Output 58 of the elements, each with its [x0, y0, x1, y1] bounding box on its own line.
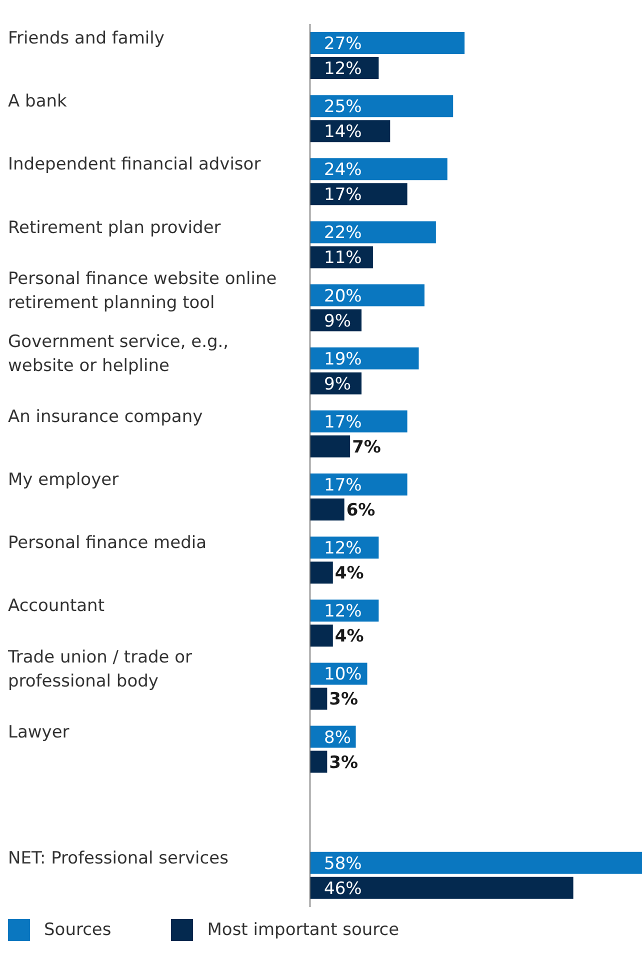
data-label: 17%: [324, 412, 362, 432]
data-label: 19%: [324, 349, 362, 370]
data-label: 3%: [329, 752, 358, 773]
data-label: 17%: [324, 476, 362, 496]
bar: [310, 876, 574, 899]
bar: [310, 183, 408, 206]
data-label: 17%: [324, 185, 362, 206]
bar: [310, 688, 328, 710]
data-label: 4%: [334, 626, 364, 647]
y-tick-label: Government service, e.g., website or helpline: [8, 332, 229, 376]
y-tick-label: Accountant: [8, 596, 105, 616]
data-label: 46%: [324, 878, 362, 899]
data-label: 25%: [324, 97, 362, 118]
y-tick-label: NET: Professional services: [8, 848, 229, 868]
data-label: 8%: [324, 728, 351, 748]
y-tick-label: Lawyer: [8, 722, 70, 742]
bar: [310, 95, 454, 118]
y-tick-label: Trade union / trade or professional body: [7, 647, 192, 692]
data-label: 24%: [324, 160, 362, 180]
bar: [310, 158, 448, 180]
bar: [310, 284, 424, 306]
bar: [310, 221, 436, 244]
bar: [310, 562, 333, 584]
y-tick-label: Personal finance website online retirement planning tool: [8, 268, 277, 313]
data-label: 58%: [324, 854, 362, 874]
y-tick-label: Retirement plan provider: [8, 218, 221, 238]
bar: [310, 498, 344, 520]
data-label: 3%: [329, 690, 358, 710]
bar: [310, 410, 408, 432]
data-label: 14%: [324, 122, 362, 142]
y-tick-label: My employer: [8, 470, 119, 490]
bar: [310, 435, 350, 458]
bar: [310, 347, 419, 370]
y-tick-label: Personal finance media: [8, 533, 207, 554]
data-label: 12%: [324, 602, 362, 622]
data-label: 6%: [346, 500, 376, 520]
data-label: 20%: [324, 286, 362, 306]
y-tick-label: A bank: [8, 92, 68, 112]
data-label: 4%: [334, 564, 364, 584]
data-label: 12%: [324, 59, 362, 79]
bar: [310, 852, 642, 874]
legend-label: Most important source: [207, 920, 400, 940]
y-tick-label: An insurance company: [8, 406, 203, 427]
data-label: 10%: [324, 664, 362, 685]
data-label: 9%: [324, 374, 351, 394]
bar: [310, 750, 328, 773]
y-tick-label: Independent financial advisor: [8, 154, 261, 175]
y-tick-label: Friends and family: [8, 28, 164, 49]
legend-label: Sources: [44, 920, 112, 940]
data-label: 27%: [324, 34, 362, 54]
data-label: 9%: [324, 311, 351, 332]
bar: [310, 32, 465, 54]
data-label: 11%: [324, 248, 362, 268]
bar: [310, 474, 408, 496]
data-label: 22%: [324, 223, 362, 244]
bar: [310, 624, 333, 647]
data-label: 7%: [352, 437, 381, 458]
data-label: 12%: [324, 538, 362, 559]
